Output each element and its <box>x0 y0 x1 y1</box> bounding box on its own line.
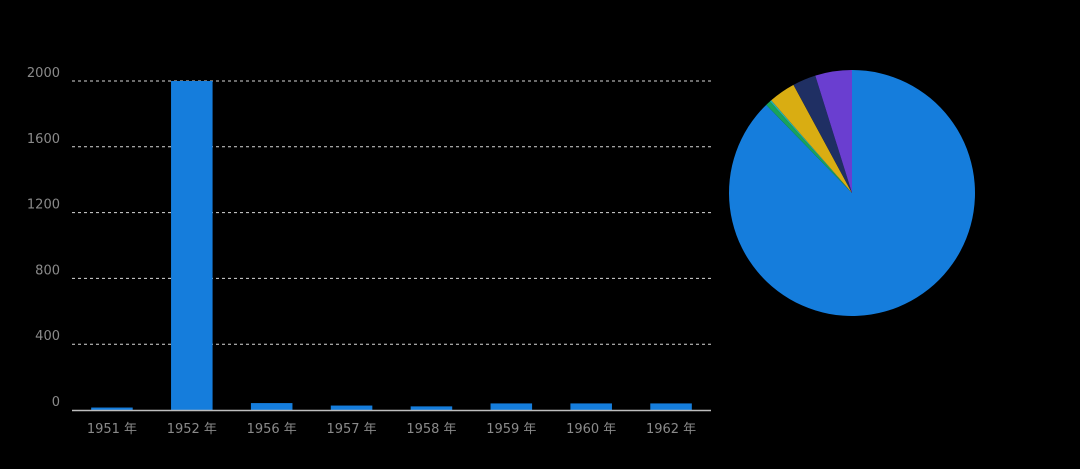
pie-chart <box>729 70 975 317</box>
pie-slice[interactable] <box>769 100 852 193</box>
bar[interactable] <box>250 403 293 410</box>
y-tick-label: 400 <box>35 329 60 344</box>
pie-slice[interactable] <box>793 75 852 193</box>
y-axis-tick-labels: 0 400 800 1200 1600 2000 <box>27 66 60 410</box>
pie-slice[interactable] <box>815 70 852 193</box>
y-tick-label: 0 <box>52 395 60 410</box>
y-tick-label: 2000 <box>27 66 60 81</box>
x-tick-label: 1951 年 <box>87 422 137 437</box>
x-tick-label: 1952 年 <box>167 422 217 437</box>
pie-slice[interactable] <box>771 84 852 193</box>
bar[interactable] <box>570 403 612 410</box>
grid-lines <box>72 80 711 345</box>
bar[interactable] <box>91 407 133 410</box>
x-tick-label: 1957 年 <box>326 422 376 437</box>
bar[interactable] <box>650 403 692 410</box>
y-tick-label: 800 <box>35 263 60 278</box>
bar[interactable] <box>330 405 373 410</box>
pie-slice[interactable] <box>766 101 852 193</box>
x-tick-label: 1959 年 <box>486 422 536 437</box>
x-tick-label: 1956 年 <box>247 422 297 437</box>
x-tick-label: 1958 年 <box>406 422 456 437</box>
x-axis-tick-labels: 1951 年 1952 年 1956 年 1957 年 1958 年 1959 年 1960… <box>87 422 696 437</box>
bar[interactable] <box>490 403 533 410</box>
pie-slice[interactable] <box>729 70 975 317</box>
x-tick-label: 1960 年 <box>566 422 616 437</box>
bar[interactable] <box>171 81 213 410</box>
x-tick-label: 1962 年 <box>646 422 696 437</box>
bar[interactable] <box>410 406 453 410</box>
y-tick-label: 1600 <box>27 132 60 147</box>
bar-series <box>91 81 692 410</box>
y-tick-label: 1200 <box>27 198 60 213</box>
